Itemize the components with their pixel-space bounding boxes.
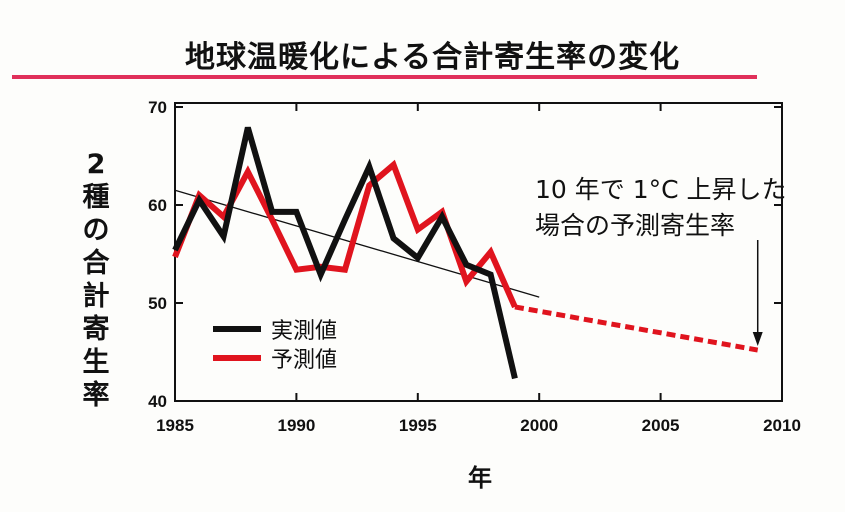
x-tick-label: 2010 [763,416,801,435]
y-tick-label: 50 [148,294,167,313]
y-label-char: 率 [82,380,110,411]
x-tick-label: 1990 [277,416,315,435]
legend-label-measured: 実測値 [271,319,337,344]
title-underline [12,75,757,79]
chart-title: 地球温暖化による合計寄生率の変化 [185,40,681,75]
y-axis-label: 2 種 の 合 計 寄 生 率 [78,148,114,412]
measured-line [172,126,518,380]
x-axis-label: 年 [468,464,492,492]
y-tick-label: 40 [148,392,167,411]
x-tick-label: 1995 [399,416,437,435]
y-label-char: 計 [82,281,110,312]
arrow-head-icon [752,332,763,347]
x-tick-label: 2000 [520,416,558,435]
y-tick-label: 60 [148,196,167,215]
annotation: 10 年で 1°C 上昇した 場合の予測寄生率 [535,172,787,244]
legend-label-predicted: 予測値 [271,348,337,373]
y-label-char: の [82,215,110,246]
trend-line [174,189,540,298]
y-label-char: 種 [82,182,110,213]
plot-frame [174,102,783,402]
x-tick-label: 1985 [156,416,194,435]
annotation-line1: 10 年で 1°C 上昇した [535,175,787,204]
y-label-char: 2 [86,149,106,180]
y-label-char: 寄 [82,314,110,345]
x-tick-label: 2005 [642,416,680,435]
annotation-line2: 場合の予測寄生率 [535,211,736,240]
y-label-char: 生 [82,347,110,378]
y-label-char: 合 [82,248,110,279]
y-tick-label: 70 [148,98,167,117]
projection-line [514,304,759,353]
